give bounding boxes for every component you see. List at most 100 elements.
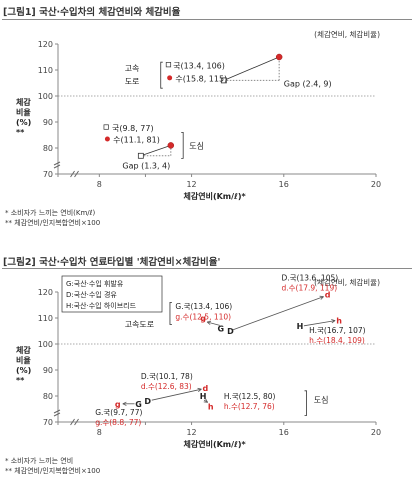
figure2-footnote-1: * 소비자가 느끼는 연비: [5, 457, 74, 465]
label-city-imported: 수(11.1, 81): [113, 136, 160, 145]
y-tick-label: 80: [43, 144, 53, 153]
point-city-domestic: [137, 152, 144, 159]
marker-highway-d: d: [325, 291, 331, 300]
y-axis-label: (%): [16, 366, 31, 375]
label-highway-imported: 수(15.8, 115): [175, 74, 227, 83]
x-tick-label: 12: [186, 428, 196, 437]
label-city-g: g.수(8.8, 77): [95, 418, 141, 427]
y-axis-label: 비율: [16, 355, 31, 365]
arrow-city-h-head: [203, 398, 209, 403]
group-label-city: 도심: [314, 395, 329, 405]
label-city-D: D.국(10.1, 78): [141, 372, 193, 381]
gap-label-city: Gap (1.3, 4): [122, 162, 170, 171]
bracket-highway: [160, 61, 163, 89]
x-tick-label: 8: [97, 428, 102, 437]
group-label-city: 도심: [189, 140, 204, 150]
y-tick-label: 120: [38, 288, 53, 297]
label-city-h: h.수(12.7, 76): [224, 402, 275, 411]
legend-entry: D:국산·수입 경유: [66, 290, 117, 299]
gap-label-highway: Gap (2.4, 9): [284, 80, 332, 89]
marker-city-d: d: [203, 384, 209, 393]
figure1-title: [그림1] 국산·수입차의 체감연비와 체감비율: [3, 7, 181, 18]
arrow-city-d: [151, 388, 202, 401]
x-tick-label: 16: [279, 180, 289, 189]
label-highway-D: D.국(13.6, 105): [281, 273, 338, 282]
point-city-imported: [167, 142, 175, 149]
bracket-city: [181, 132, 184, 159]
marker-city-g: g: [115, 400, 121, 409]
y-tick-label: 70: [43, 418, 53, 427]
figure2-title: [그림2] 국산·수입차 연료타입별 '체감연비×체감비율': [3, 257, 221, 268]
x-axis-label: 체감연비(Km/ℓ)*: [184, 191, 247, 201]
x-tick-label: 20: [371, 428, 381, 437]
arrow-highway-h: [303, 320, 336, 327]
label-highway-G: G.국(13.4, 106): [175, 302, 232, 311]
x-tick-label: 8: [97, 180, 102, 189]
x-axis-break-mark: [70, 418, 79, 426]
arrow-city-g-head: [122, 401, 127, 406]
figure2-footnote-2: ** 체감연비/인지복합연비×100: [5, 467, 101, 475]
point-highway-domestic: [220, 77, 227, 84]
y-tick-label: 100: [38, 92, 53, 101]
label-highway-d: d.수(17.9, 119): [281, 284, 337, 293]
marker-city-D: D: [144, 397, 151, 406]
y-tick-label: 70: [43, 170, 53, 179]
label-marker-city-domestic: [103, 124, 109, 130]
unit-note: (체감연비, 체감비율): [314, 29, 380, 39]
label-highway-domestic: 국(13.4, 106): [173, 61, 225, 70]
figure1-footnote-1: * 소비자가 느끼는 연비(Km/ℓ): [5, 209, 96, 217]
label-city-d: d.수(12.6, 83): [141, 382, 192, 391]
gap-arrow-city: [140, 145, 171, 157]
y-axis-label: 체감: [16, 345, 31, 355]
label-marker-highway-imported: [167, 75, 173, 81]
x-tick-label: 12: [186, 180, 196, 189]
y-tick-label: 90: [43, 118, 53, 127]
label-city-domestic: 국(9.8, 77): [112, 124, 154, 133]
arrow-highway-h-head: [331, 319, 336, 324]
marker-city-h: h: [208, 402, 214, 411]
marker-highway-G: G: [218, 324, 225, 333]
x-axis-break-mark: [70, 170, 79, 178]
figure2-title-rule: [2, 268, 412, 269]
bracket-highway: [169, 302, 172, 325]
marker-highway-g: g: [200, 314, 206, 323]
group-label-highway-line1: 고속: [125, 64, 140, 73]
y-tick-label: 120: [38, 40, 53, 49]
arrow-highway-d-head: [319, 295, 324, 300]
arrow-highway-g: [206, 321, 220, 326]
label-city-H: H.국(12.5, 80): [224, 392, 276, 401]
legend-entry: H:국산·수입 하이브리드: [66, 301, 137, 310]
legend-box: [61, 275, 163, 313]
marker-highway-D: D: [227, 327, 234, 336]
y-axis-break-mark: [53, 409, 61, 417]
label-marker-highway-domestic: [165, 62, 172, 68]
bracket-city: [304, 390, 307, 416]
group-label-highway-line2: 도로: [125, 77, 140, 86]
arrow-highway-g-head: [206, 320, 212, 325]
y-tick-label: 110: [38, 66, 53, 75]
y-axis-label: **: [16, 376, 25, 385]
legend-entry: G:국산·수입 휘발유: [66, 279, 124, 288]
arrow-city-d-head: [197, 387, 202, 392]
y-axis-label: 비율: [16, 107, 31, 117]
marker-highway-h: h: [336, 317, 342, 326]
figure1-chart: 70 80 90 100 110 120 8 12 16 20 체감연비(Km/ℓ)* 체감비율(%)…: [16, 29, 381, 201]
arrow-highway-d: [232, 296, 324, 331]
marker-city-H: H: [200, 392, 207, 401]
unit-note: (체감연비, 체감비율): [314, 277, 380, 287]
figure2-chart: 70 80 90 100 110 120 8 12 16 20 체감연비(Km/ℓ)* 체감비율(%)…: [16, 273, 381, 449]
y-axis-break-mark: [53, 161, 61, 169]
y-tick-label: 90: [43, 366, 53, 375]
label-highway-g: g.수(12.5, 110): [175, 312, 231, 321]
figure1-footnote-2: ** 체감연비/인지복합연비×100: [5, 219, 101, 227]
gap-arrow-highway: [223, 56, 280, 81]
x-tick-label: 16: [279, 428, 289, 437]
y-tick-label: 110: [38, 314, 53, 323]
y-tick-label: 80: [43, 392, 53, 401]
point-highway-imported: [275, 53, 283, 61]
label-marker-city-imported: [104, 136, 110, 142]
label-highway-H: H.국(16.7, 107): [309, 326, 366, 335]
y-axis-label: 체감: [16, 97, 31, 107]
y-axis-label: **: [16, 128, 25, 137]
x-axis-label: 체감연비(Km/ℓ)*: [184, 439, 247, 449]
